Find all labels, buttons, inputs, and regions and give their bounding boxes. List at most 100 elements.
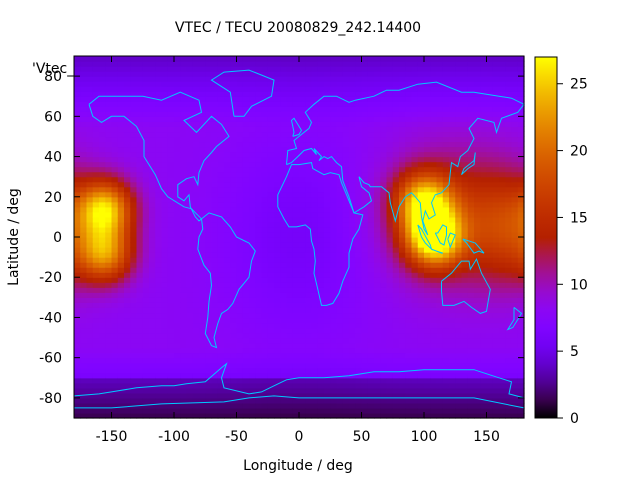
heat-cell bbox=[474, 81, 481, 87]
heat-cell bbox=[205, 106, 213, 112]
heat-cell bbox=[149, 402, 156, 409]
heat-cell bbox=[217, 191, 225, 198]
heat-cell bbox=[267, 332, 275, 339]
heat-cell bbox=[174, 151, 181, 158]
heat-cell bbox=[305, 377, 313, 384]
heat-cell bbox=[274, 61, 281, 67]
heat-cell bbox=[111, 392, 119, 399]
heat-cell bbox=[192, 191, 200, 198]
heat-cell bbox=[142, 191, 150, 198]
heat-cell bbox=[361, 116, 369, 122]
heat-cell bbox=[192, 121, 200, 127]
heat-cell bbox=[161, 101, 169, 107]
heat-cell bbox=[480, 71, 488, 77]
heat-cell bbox=[92, 387, 100, 394]
heat-cell bbox=[417, 156, 425, 163]
heat-cell bbox=[399, 382, 406, 389]
heat-cell bbox=[149, 116, 156, 122]
heat-cell bbox=[230, 191, 238, 198]
heat-cell bbox=[399, 367, 406, 374]
heat-cell bbox=[161, 186, 169, 193]
heat-cell bbox=[180, 407, 188, 414]
heat-cell bbox=[242, 347, 250, 354]
heat-cell bbox=[80, 387, 88, 394]
heat-cell bbox=[486, 131, 494, 138]
heat-cell bbox=[349, 312, 356, 319]
heat-cell bbox=[186, 121, 194, 127]
heat-cell bbox=[274, 186, 281, 193]
heat-cell bbox=[461, 181, 469, 188]
heat-cell bbox=[367, 312, 375, 319]
heat-cell bbox=[299, 81, 306, 87]
heat-cell bbox=[417, 317, 425, 324]
heat-cell bbox=[86, 367, 94, 374]
heat-cell bbox=[92, 347, 100, 354]
heat-cell bbox=[349, 201, 356, 208]
heat-cell bbox=[342, 332, 350, 339]
heat-cell bbox=[342, 71, 350, 77]
heat-cell bbox=[136, 86, 144, 92]
heat-cell bbox=[374, 201, 381, 208]
heat-cell bbox=[342, 126, 350, 133]
heat-cell bbox=[355, 141, 363, 148]
heat-cell bbox=[467, 146, 475, 153]
heat-cell bbox=[99, 407, 106, 414]
heat-cell bbox=[167, 412, 175, 419]
heat-cell bbox=[299, 86, 306, 92]
heat-cell bbox=[74, 302, 81, 308]
heat-cell bbox=[167, 372, 175, 379]
heat-cell bbox=[111, 66, 119, 72]
heat-cell bbox=[224, 161, 231, 168]
heat-cell bbox=[217, 56, 225, 62]
heat-cell bbox=[174, 91, 181, 97]
heat-cell bbox=[280, 76, 288, 82]
heat-cell bbox=[205, 352, 213, 359]
heat-cell bbox=[292, 191, 300, 198]
heat-cell bbox=[86, 237, 94, 243]
heat-cell bbox=[286, 216, 294, 223]
heat-cell bbox=[236, 76, 244, 82]
heat-cell bbox=[480, 387, 488, 394]
heat-cell bbox=[311, 66, 319, 72]
heat-cell bbox=[199, 347, 206, 354]
heat-cell bbox=[367, 237, 375, 243]
heat-cell bbox=[361, 327, 369, 334]
heat-cell bbox=[374, 186, 381, 193]
heat-cell bbox=[267, 367, 275, 374]
heat-cell bbox=[205, 81, 213, 87]
heat-cell bbox=[167, 247, 175, 253]
heat-cell bbox=[167, 91, 175, 97]
heat-cell bbox=[249, 161, 256, 168]
heat-cell bbox=[330, 71, 338, 77]
heat-cell bbox=[111, 237, 119, 243]
heat-cell bbox=[299, 216, 306, 223]
heat-cell bbox=[449, 201, 456, 208]
heat-cell bbox=[349, 91, 356, 97]
heat-cell bbox=[224, 317, 231, 324]
heat-cell bbox=[74, 367, 81, 374]
heat-cell bbox=[136, 267, 144, 273]
heat-cell bbox=[399, 166, 406, 173]
heat-cell bbox=[105, 357, 113, 364]
heat-cell bbox=[267, 272, 275, 278]
heat-cell bbox=[142, 262, 150, 268]
heat-cell bbox=[80, 176, 88, 183]
heat-cell bbox=[330, 76, 338, 82]
heat-cell bbox=[124, 206, 131, 213]
heat-cell bbox=[205, 186, 213, 193]
heat-cell bbox=[86, 96, 94, 102]
heat-cell bbox=[261, 166, 269, 173]
heat-cell bbox=[80, 116, 88, 122]
heat-cell bbox=[430, 211, 438, 218]
heat-cell bbox=[192, 111, 200, 117]
heat-cell bbox=[317, 407, 325, 414]
heat-cell bbox=[467, 226, 475, 233]
heat-cell bbox=[136, 116, 144, 122]
heat-cell bbox=[349, 176, 356, 183]
heat-cell bbox=[230, 357, 238, 364]
heat-cell bbox=[355, 81, 363, 87]
heat-cell bbox=[105, 267, 113, 273]
heat-cell bbox=[117, 86, 125, 92]
heat-cell bbox=[136, 317, 144, 324]
heat-cell bbox=[124, 181, 131, 188]
